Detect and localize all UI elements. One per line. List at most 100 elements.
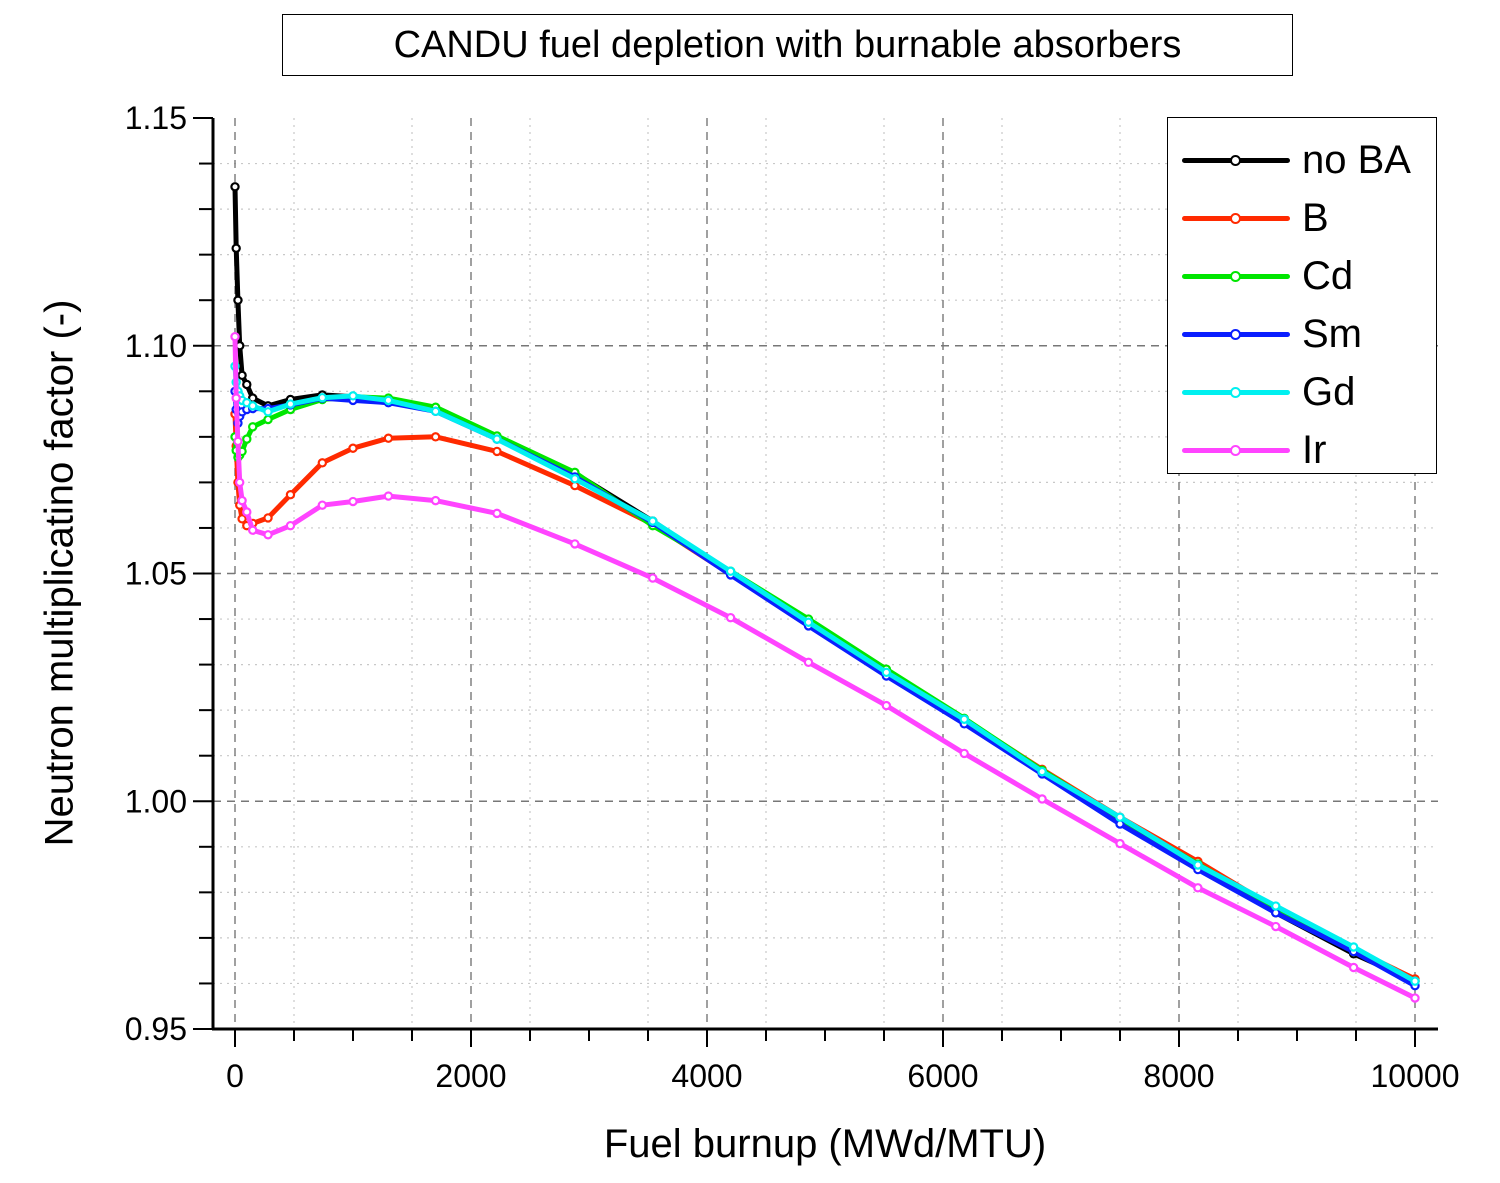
data-point-marker [285, 489, 296, 500]
series-sm [230, 386, 1420, 991]
data-point-marker [1193, 883, 1203, 893]
data-point-marker [1115, 838, 1125, 849]
data-point-marker [725, 566, 736, 576]
legend-marker-icon [1230, 445, 1241, 456]
data-point-marker [231, 393, 241, 403]
data-point-marker [233, 436, 243, 447]
svg-text:8000: 8000 [1143, 1058, 1214, 1094]
data-point-marker [1115, 812, 1125, 822]
legend-item-no-ba: no BA [1168, 134, 1436, 186]
svg-text:4000: 4000 [671, 1058, 742, 1094]
axis-ticks [193, 117, 1416, 1047]
data-point-marker [430, 432, 441, 442]
data-point-marker [430, 406, 441, 417]
data-point-marker [263, 513, 273, 523]
legend-item-b: B [1168, 192, 1436, 244]
data-point-marker [1037, 766, 1047, 777]
legend-label: no BA [1302, 138, 1411, 182]
data-point-marker [803, 657, 814, 668]
data-point-marker [959, 714, 969, 724]
data-point-marker [725, 612, 736, 623]
data-point-marker [317, 458, 328, 468]
legend-label: Sm [1302, 312, 1362, 356]
data-point-marker [492, 434, 502, 444]
svg-text:1.15: 1.15 [125, 100, 187, 136]
data-point-marker [235, 477, 245, 488]
data-point-marker [317, 392, 328, 403]
data-point-marker [247, 525, 258, 535]
data-point-marker [263, 414, 273, 425]
legend-marker-icon [1230, 387, 1241, 398]
data-point-marker [383, 395, 394, 406]
data-point-marker [317, 500, 328, 510]
svg-text:2000: 2000 [435, 1058, 506, 1094]
data-point-marker [383, 433, 394, 443]
legend: no BA B Cd Sm Gd Ir [1167, 117, 1437, 474]
legend-item-gd: Gd [1168, 366, 1436, 418]
data-point-marker [237, 370, 247, 381]
data-point-marker [492, 508, 502, 519]
data-point-marker [231, 243, 241, 253]
data-point-marker [233, 295, 243, 305]
chart-title: CANDU fuel depletion with burnable absor… [282, 14, 1293, 76]
data-point-marker [1348, 962, 1359, 973]
data-point-marker [1410, 993, 1420, 1003]
data-point-marker [263, 530, 273, 540]
series-ir [230, 331, 1420, 1003]
svg-text:1.05: 1.05 [125, 556, 187, 592]
data-point-marker [648, 573, 658, 583]
legend-marker-icon [1230, 213, 1241, 224]
axis-tick-labels: 0.95 1.00 1.05 1.10 1.15 0 2000 4000 6000 8000 100… [125, 100, 1460, 1094]
svg-text:6000: 6000 [907, 1058, 978, 1094]
data-point-marker [1271, 921, 1281, 932]
data-point-marker [570, 474, 580, 484]
data-point-marker [881, 700, 892, 711]
legend-label: B [1302, 196, 1329, 240]
data-point-marker [247, 422, 258, 432]
data-point-marker [803, 617, 814, 627]
data-point-marker [285, 520, 296, 531]
svg-text:0: 0 [226, 1058, 244, 1094]
data-point-marker [570, 539, 580, 549]
data-point-marker [242, 507, 252, 517]
legend-marker-icon [1230, 155, 1241, 166]
chart-title-text: CANDU fuel depletion with burnable absor… [393, 23, 1182, 66]
data-point-marker [1271, 901, 1281, 911]
data-point-marker [1348, 942, 1359, 952]
data-point-marker [1037, 794, 1047, 804]
data-point-marker [242, 434, 252, 444]
data-point-marker [242, 379, 252, 390]
legend-label: Ir [1302, 428, 1327, 472]
legend-item-cd: Cd [1168, 250, 1436, 302]
data-point-marker [237, 514, 247, 524]
svg-text:10000: 10000 [1371, 1058, 1460, 1094]
data-point-marker [383, 491, 394, 501]
data-series [230, 182, 1420, 1003]
legend-label: Gd [1302, 370, 1356, 414]
svg-text:0.95: 0.95 [125, 1011, 187, 1047]
data-point-marker [230, 182, 240, 192]
data-point-marker [348, 496, 358, 507]
legend-label: Cd [1302, 254, 1354, 298]
x-axis-label: Fuel burnup (MWd/MTU) [603, 1122, 1047, 1166]
svg-text:1.10: 1.10 [125, 328, 187, 364]
data-point-marker [285, 399, 296, 409]
data-point-marker [348, 443, 358, 453]
data-point-marker [237, 495, 247, 506]
y-axis-label: Neutron multiplicatino factor (-) [37, 299, 82, 847]
data-point-marker [263, 407, 273, 417]
data-point-marker [230, 331, 240, 342]
legend-marker-icon [1230, 271, 1241, 282]
data-point-marker [648, 516, 658, 526]
data-point-marker [430, 495, 441, 506]
data-point-marker [348, 391, 358, 401]
data-point-marker [1193, 860, 1203, 870]
data-point-marker [959, 748, 969, 759]
legend-item-sm: Sm [1168, 308, 1436, 360]
data-point-marker [881, 667, 892, 678]
data-point-marker [492, 446, 502, 457]
legend-item-ir: Ir [1168, 424, 1436, 476]
data-point-marker [247, 401, 258, 411]
legend-marker-icon [1230, 329, 1241, 340]
